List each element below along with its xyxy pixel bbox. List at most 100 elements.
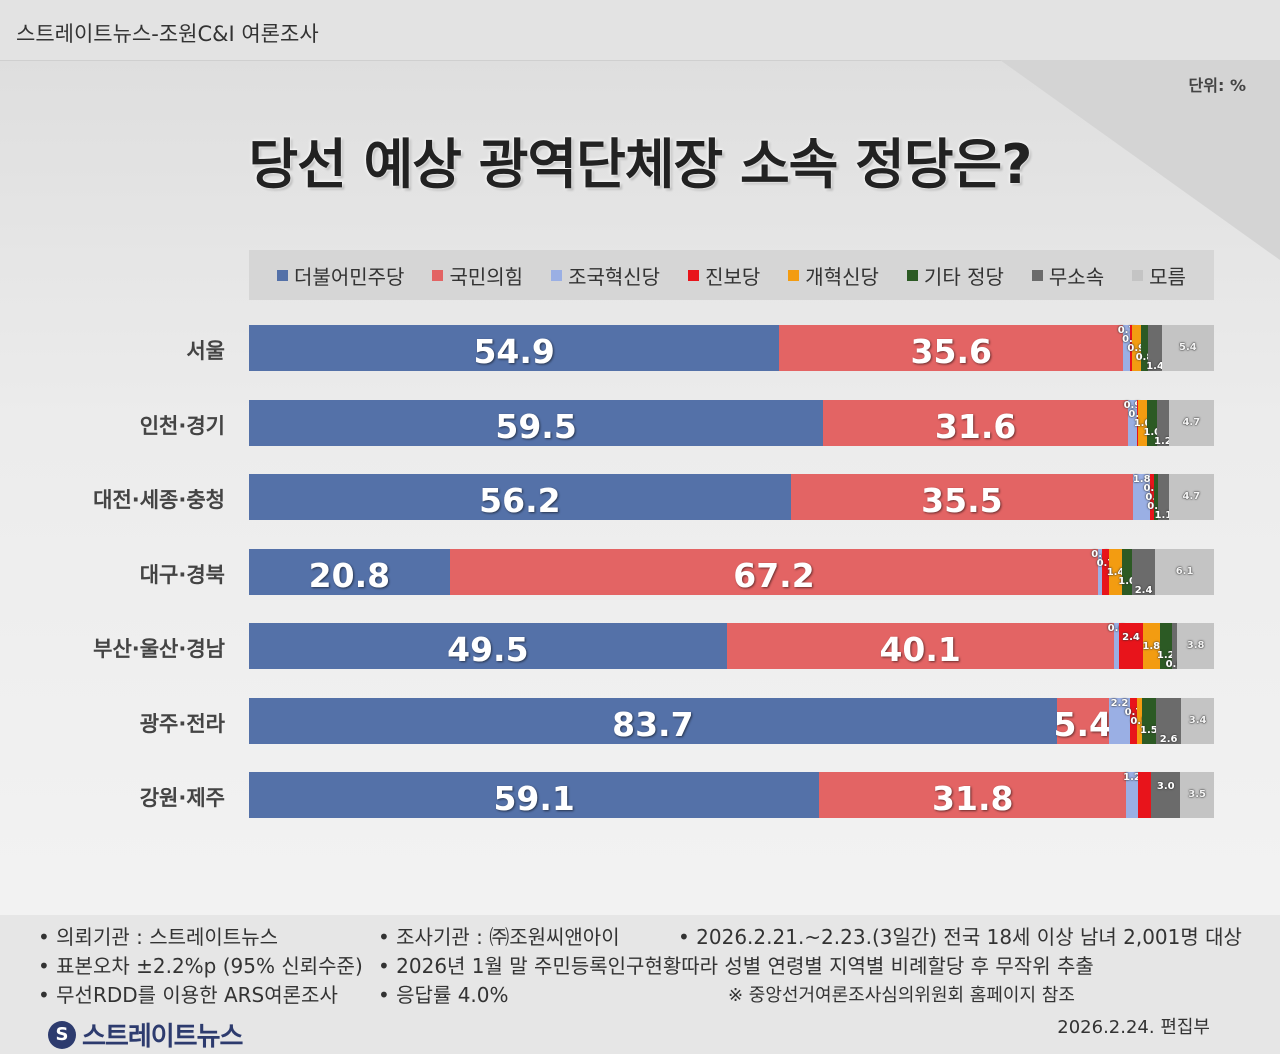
data-label-small: 4.7 [1182, 491, 1201, 502]
bar-segment [1123, 325, 1130, 371]
data-label: 35.6 [910, 332, 992, 371]
data-label-small: 1.4 [1146, 361, 1164, 372]
legend-label: 무소속 [1048, 264, 1105, 289]
bar-segment [1137, 772, 1152, 818]
data-label-small: 1.8 [1142, 641, 1161, 652]
bar-segment [1168, 474, 1214, 520]
logo-text: 스트레이트뉴스 [82, 1022, 243, 1052]
legend-item-0: 더불어민주당 [277, 261, 404, 290]
agency-note: • 조사기관 : ㈜조원씨앤아이 [378, 925, 620, 949]
data-label-small: 0.6 [1165, 659, 1184, 670]
legend-swatch [1132, 269, 1144, 281]
category-label: 인천·경기 [139, 413, 225, 438]
bar-segment [1156, 697, 1182, 744]
method-note: • 무선RDD를 이용한 ARS여론조사 [38, 983, 338, 1007]
data-label-small: 1.5 [1140, 724, 1158, 736]
legend-swatch [788, 269, 800, 281]
bar-segment [1181, 697, 1214, 744]
data-label: 83.7 [612, 704, 694, 744]
bar-segment [1157, 399, 1169, 446]
bar-segment [1131, 325, 1141, 371]
data-label-small: 0.8 [1135, 352, 1154, 363]
bar-segment [249, 697, 1057, 744]
bar-row: 83.7 5.4 2.2 0.7 0.5 1.5 2.6 3.4 [249, 697, 1214, 745]
data-label-small: 6.1 [1175, 565, 1194, 577]
data-label-small: 2.4 [1122, 632, 1140, 643]
bar-segment [823, 399, 1129, 446]
legend-swatch [906, 269, 918, 281]
data-label-small: 1.2 [1153, 435, 1172, 447]
bar-segment [249, 623, 727, 669]
data-label-small: 0.9 [1123, 399, 1142, 411]
data-label-small: 3.8 [1186, 640, 1205, 651]
data-label-small: 1.2 [1123, 772, 1141, 783]
data-label-small: 0.1 [1128, 409, 1146, 420]
bar-segment [249, 325, 780, 371]
bar-segment [1171, 623, 1178, 669]
data-label-small: 0.4 [1147, 501, 1166, 512]
bar-segment [249, 474, 791, 520]
data-label-small: 1.8 [1132, 474, 1151, 485]
legend-item-5: 기타 정당 [906, 261, 1004, 290]
bar-segment [779, 325, 1124, 371]
legend-swatch [432, 269, 444, 281]
legend-label: 기타 정당 [923, 264, 1004, 289]
bar-segment [1102, 548, 1109, 595]
response-note: • 응답률 4.0% [378, 983, 509, 1007]
survey-title: 스트레이트뉴스-조원C&I 여론조사 [16, 22, 319, 46]
legend-item-1: 국민의힘 [432, 261, 523, 290]
data-label-small: 0.4 [1091, 548, 1109, 560]
data-label: 59.5 [495, 406, 577, 446]
brand-logo: S 스트레이트뉴스 [48, 1016, 243, 1053]
category-label: 강원·제주 [139, 786, 225, 810]
data-label-small: 0.7 [1117, 325, 1136, 336]
bar-segment [1141, 697, 1157, 744]
sampling-note: • 2026년 1월 말 주민등록인구현황따라 성별 연령별 지역별 비례할당 … [378, 954, 1094, 978]
data-label: 35.5 [921, 481, 1003, 520]
bar-segment [1108, 697, 1131, 744]
data-label-small: 0.6 [1107, 623, 1126, 634]
bar-segment [1180, 772, 1214, 818]
category-label: 서울 [186, 339, 225, 363]
bar-row: 49.5 40.1 0.6 2.4 1.8 1.2 0.6 3.8 [249, 623, 1214, 670]
bar-segment [1158, 474, 1169, 520]
category-label: 대구·경북 [139, 562, 225, 587]
bar-segment [1150, 474, 1155, 520]
bar-row: 20.8 67.2 0.4 0.7 1.4 1.0 2.4 6.1 [249, 548, 1214, 596]
bar-row: 59.1 31.8 1.2 3.0 3.5 [249, 772, 1214, 818]
legend-item-4: 개혁신당 [788, 261, 879, 290]
data-label-small: 1.2 [1156, 650, 1175, 661]
legend-label: 개혁신당 [805, 264, 879, 289]
bar-segment [1161, 325, 1214, 371]
data-label: 31.6 [934, 406, 1017, 446]
bar-segment [1147, 399, 1158, 446]
bar-segment [1159, 623, 1172, 669]
data-label-small: 1.1 [1154, 510, 1173, 521]
bar-segment [1108, 548, 1123, 595]
legend-swatch [1031, 269, 1043, 281]
legend-swatch [688, 269, 700, 281]
bar-segment [1128, 399, 1137, 446]
data-label: 49.5 [447, 630, 529, 669]
bar-segment [1133, 474, 1151, 520]
page-title: 당선 예상 광역단체장 소속 정당은? [248, 133, 1032, 196]
legend-label: 진보당 [705, 264, 761, 289]
data-label-small: 0.5 [1130, 715, 1149, 727]
chart-legend: 더불어민주당 국민의힘 조국혁신당 진보당 개혁신당 기타 정당 무소속 모름 [249, 250, 1214, 300]
bar-segment [1056, 697, 1109, 744]
legend-swatch [277, 269, 289, 281]
data-label-small: 2.4 [1134, 584, 1153, 596]
bar-segment [1129, 325, 1132, 371]
data-label-small: 2.6 [1159, 733, 1178, 745]
client-note: • 의뢰기관 : 스트레이트뉴스 [38, 925, 279, 949]
bar-segment [1122, 548, 1132, 595]
bar-segment [1177, 623, 1214, 669]
bar-segment [726, 623, 1114, 669]
bar-segment [1154, 474, 1159, 520]
data-label: 59.1 [493, 779, 575, 818]
top-bar: 스트레이트뉴스-조원C&I 여론조사 [0, 0, 1280, 61]
data-label-small: 5.4 [1179, 342, 1197, 353]
category-label: 광주·전라 [139, 711, 225, 736]
data-label-small: 0.2 [1122, 334, 1140, 345]
data-label-small: 1.0 [1118, 575, 1136, 587]
